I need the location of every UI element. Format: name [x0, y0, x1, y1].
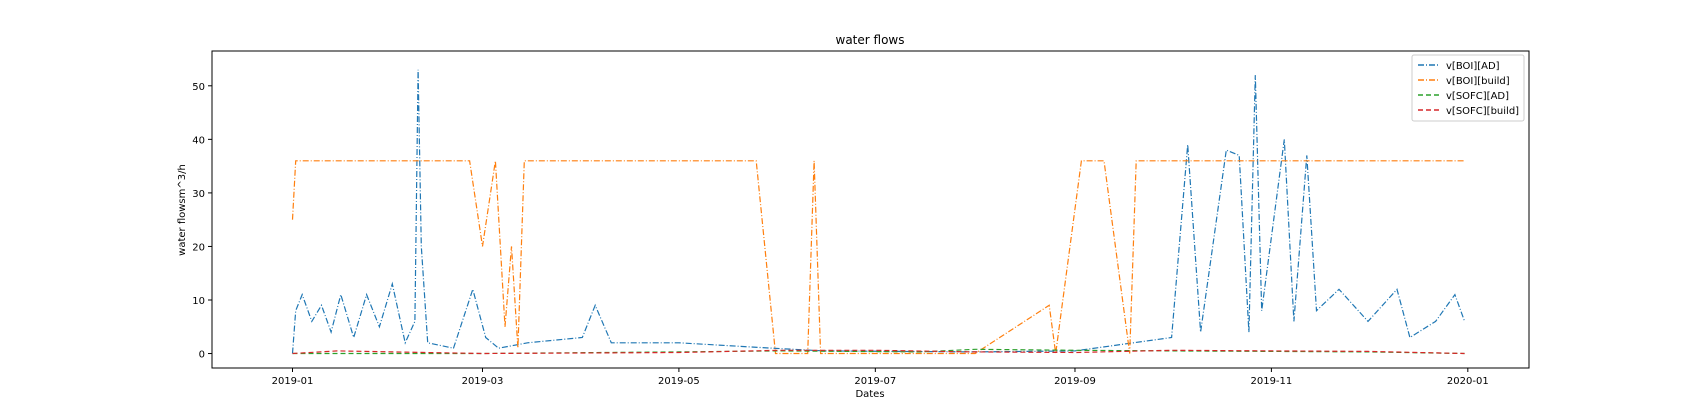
series-line-4 — [292, 349, 1465, 355]
plot-lines — [291, 69, 1466, 355]
legend: v[BOI][AD] v[BOI][build] v[SOFC][AD] v[SOFC… — [1411, 54, 1525, 122]
x-tick-label: 2019-03 — [462, 376, 504, 387]
legend-box — [1411, 54, 1525, 122]
x-axis-label: Dates — [855, 389, 884, 400]
y-axis-label: water flowsm^3/h — [177, 164, 188, 256]
plot-frame — [211, 50, 1530, 369]
x-tick-label: 2019-05 — [658, 376, 700, 387]
x-tick-label: 2019-07 — [854, 376, 896, 387]
legend-label: v[SOFC][build] — [1446, 106, 1519, 117]
legend-label: v[BOI][AD] — [1446, 61, 1500, 72]
y-tick-label: 50 — [192, 82, 205, 93]
y-tick-label: 40 — [192, 135, 205, 146]
y-axis: 0 10 20 30 40 50 — [192, 82, 212, 361]
y-tick-label: 0 — [199, 350, 205, 361]
y-tick-label: 30 — [192, 189, 205, 200]
x-axis: 2019-01 2019-03 2019-05 2019-07 2019-09 2019-… — [272, 368, 1489, 387]
x-tick-label: 2020-01 — [1447, 376, 1489, 387]
x-tick-label: 2019-01 — [272, 376, 314, 387]
series-line-1 — [291, 69, 1466, 354]
y-tick-label: 20 — [192, 242, 205, 253]
legend-label: v[BOI][build] — [1446, 76, 1510, 87]
series-line-2 — [291, 160, 1465, 355]
y-tick-label: 10 — [192, 296, 205, 307]
legend-label: v[SOFC][AD] — [1446, 91, 1509, 102]
x-tick-label: 2019-11 — [1250, 376, 1292, 387]
chart-title: water flows — [836, 33, 905, 47]
x-tick-label: 2019-09 — [1054, 376, 1096, 387]
